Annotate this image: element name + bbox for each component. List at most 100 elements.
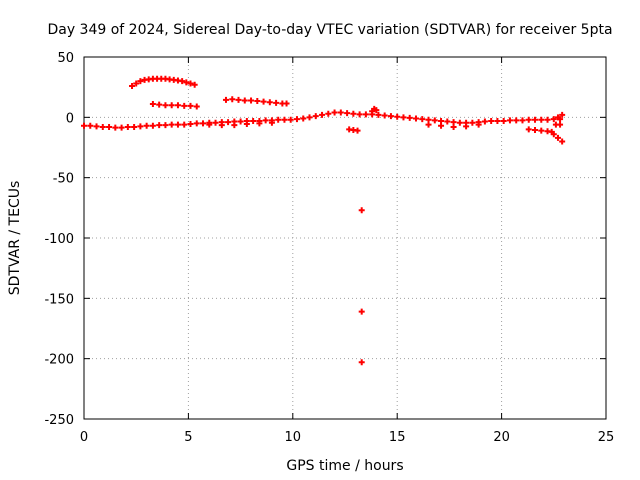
y-tick-label: 50 — [57, 51, 74, 66]
data-point — [168, 102, 175, 109]
data-point — [266, 99, 273, 106]
data-point — [187, 80, 194, 87]
x-tick-label: 0 — [80, 430, 88, 445]
data-point — [306, 114, 313, 121]
data-point — [212, 119, 219, 126]
y-tick-label: -150 — [44, 292, 74, 307]
data-point — [281, 116, 288, 123]
data-point — [137, 123, 144, 130]
data-point — [554, 114, 561, 121]
data-point — [354, 127, 361, 134]
data-point — [187, 102, 194, 109]
data-point — [463, 123, 470, 130]
data-point — [162, 102, 169, 109]
data-point — [550, 116, 557, 123]
data-point — [106, 123, 113, 130]
data-point — [381, 112, 388, 119]
data-point — [525, 126, 532, 133]
data-point — [350, 110, 357, 117]
data-point — [538, 116, 545, 123]
data-point — [506, 117, 513, 124]
data-point — [156, 101, 163, 108]
data-point — [181, 102, 188, 109]
data-point — [283, 100, 290, 107]
data-point — [544, 116, 551, 123]
data-point — [456, 119, 463, 126]
data-point — [260, 98, 267, 105]
data-point — [200, 120, 207, 127]
data-point — [325, 110, 332, 117]
data-point — [387, 113, 394, 120]
x-tick-label: 10 — [285, 430, 302, 445]
data-point — [187, 120, 194, 127]
chart-title: Day 349 of 2024, Sidereal Day-to-day VTE… — [47, 22, 612, 38]
data-point — [525, 116, 532, 123]
data-point — [532, 116, 539, 123]
data-point — [112, 124, 119, 131]
y-tick-label: -250 — [44, 413, 74, 428]
data-point — [358, 308, 365, 315]
data-point — [268, 119, 275, 126]
data-point — [179, 78, 186, 85]
data-point — [256, 120, 263, 127]
y-tick-label: -50 — [53, 172, 74, 187]
data-point — [237, 118, 244, 125]
data-point — [149, 122, 156, 129]
data-point — [293, 116, 300, 123]
data-point — [331, 109, 338, 116]
data-point — [275, 116, 282, 123]
data-point — [191, 81, 198, 88]
data-point — [174, 121, 181, 128]
data-point — [235, 96, 242, 103]
series-spike-near-14h — [369, 105, 380, 115]
data-point — [231, 122, 238, 129]
data-point — [431, 117, 438, 124]
data-point — [131, 123, 138, 130]
data-point — [162, 122, 169, 129]
series-segment-near-13h — [346, 126, 361, 134]
data-point — [129, 82, 136, 89]
data-point — [538, 127, 545, 134]
data-point — [206, 121, 213, 128]
data-point — [81, 122, 87, 129]
data-point — [400, 114, 407, 121]
data-point — [450, 123, 457, 130]
data-point — [375, 111, 382, 118]
x-tick-label: 20 — [493, 430, 510, 445]
data-point — [488, 117, 495, 124]
data-point — [513, 117, 520, 124]
data-point — [93, 123, 100, 130]
data-point — [373, 107, 380, 114]
data-point — [406, 114, 413, 121]
data-point — [222, 96, 229, 103]
data-point — [419, 116, 426, 123]
data-point — [193, 103, 200, 110]
data-point — [300, 115, 307, 122]
data-point — [481, 118, 488, 125]
y-tick-label: -200 — [44, 353, 74, 368]
data-point — [358, 359, 365, 366]
y-tick-label: -100 — [44, 232, 74, 247]
data-point — [425, 121, 432, 128]
data-point — [218, 122, 225, 129]
grid-lines — [84, 57, 606, 419]
data-point — [183, 79, 190, 86]
data-point — [344, 110, 351, 117]
data-point — [559, 111, 566, 118]
data-point — [149, 101, 156, 108]
series-upper-arc — [129, 75, 198, 89]
data-point — [532, 127, 539, 134]
data-point — [356, 111, 363, 118]
data-point — [181, 121, 188, 128]
series-segment-10-TECU — [149, 101, 200, 110]
data-point — [229, 96, 236, 103]
series-lower-band — [206, 119, 482, 130]
data-point — [262, 117, 269, 124]
data-point — [557, 121, 564, 128]
data-point — [519, 117, 526, 124]
data-point — [438, 122, 445, 129]
x-axis-ticks: 0 5 10 15 20 25 — [80, 57, 614, 445]
data-point — [254, 98, 261, 105]
x-axis-label: GPS time / hours — [286, 458, 403, 474]
